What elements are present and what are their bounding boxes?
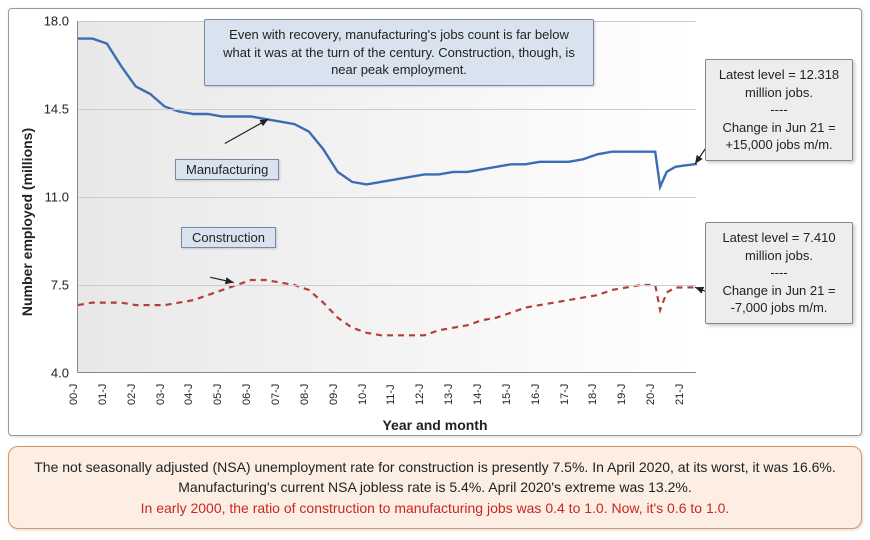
stat-divider: ----	[770, 102, 787, 117]
x-tick-label: 05-J	[212, 395, 224, 405]
series-label-manufacturing: Manufacturing	[175, 159, 279, 180]
gridline	[78, 197, 696, 198]
chart-title-annotation: Even with recovery, manufacturing's jobs…	[204, 19, 594, 86]
x-axis-label: Year and month	[382, 417, 487, 433]
stat-divider: ----	[770, 265, 787, 280]
x-tick-label: 16-J	[530, 395, 542, 405]
x-tick-label: 20-J	[645, 395, 657, 405]
x-tick-label: 01-J	[97, 395, 109, 405]
x-tick-label: 13-J	[443, 395, 455, 405]
series-label-construction: Construction	[181, 227, 276, 248]
stat-line: Change in Jun 21 = +15,000 jobs m/m.	[722, 120, 835, 153]
x-tick-label: 09-J	[328, 395, 340, 405]
x-tick-label: 14-J	[472, 395, 484, 405]
bottom-note-line2: In early 2000, the ratio of construction…	[141, 500, 730, 516]
gridline	[78, 109, 696, 110]
stat-box-construction: Latest level = 7.410 million jobs. ---- …	[705, 222, 853, 324]
arrow-icon	[210, 277, 234, 282]
gridline	[78, 285, 696, 286]
x-tick-label: 11-J	[385, 395, 397, 405]
x-tick-label: 07-J	[270, 395, 282, 405]
stat-line: Latest level = 12.318 million jobs.	[719, 67, 839, 100]
x-tick-label: 04-J	[183, 395, 195, 405]
arrow-icon	[225, 119, 269, 143]
x-tick-label: 17-J	[559, 395, 571, 405]
x-tick-label: 03-J	[155, 395, 167, 405]
y-tick-label: 14.5	[19, 102, 69, 117]
x-tick-label: 02-J	[126, 395, 138, 405]
y-tick-label: 4.0	[19, 366, 69, 381]
x-tick-label: 10-J	[357, 395, 369, 405]
y-tick-label: 11.0	[19, 190, 69, 205]
series-line	[78, 280, 697, 335]
stat-line: Latest level = 7.410 million jobs.	[722, 230, 835, 263]
x-tick-label: 21-J	[674, 395, 686, 405]
x-tick-label: 19-J	[616, 395, 628, 405]
x-tick-label: 00-J	[68, 395, 80, 405]
x-tick-label: 18-J	[587, 395, 599, 405]
bottom-note-line1: The not seasonally adjusted (NSA) unempl…	[34, 459, 836, 495]
y-tick-label: 18.0	[19, 14, 69, 29]
chart-container: Number employed (millions) Year and mont…	[8, 8, 862, 436]
x-tick-label: 15-J	[501, 395, 513, 405]
x-tick-label: 08-J	[299, 395, 311, 405]
stat-line: Change in Jun 21 = -7,000 jobs m/m.	[722, 283, 835, 316]
y-tick-label: 7.5	[19, 278, 69, 293]
x-tick-label: 06-J	[241, 395, 253, 405]
stat-box-manufacturing: Latest level = 12.318 million jobs. ----…	[705, 59, 853, 161]
bottom-note: The not seasonally adjusted (NSA) unempl…	[8, 446, 862, 529]
x-tick-label: 12-J	[414, 395, 426, 405]
